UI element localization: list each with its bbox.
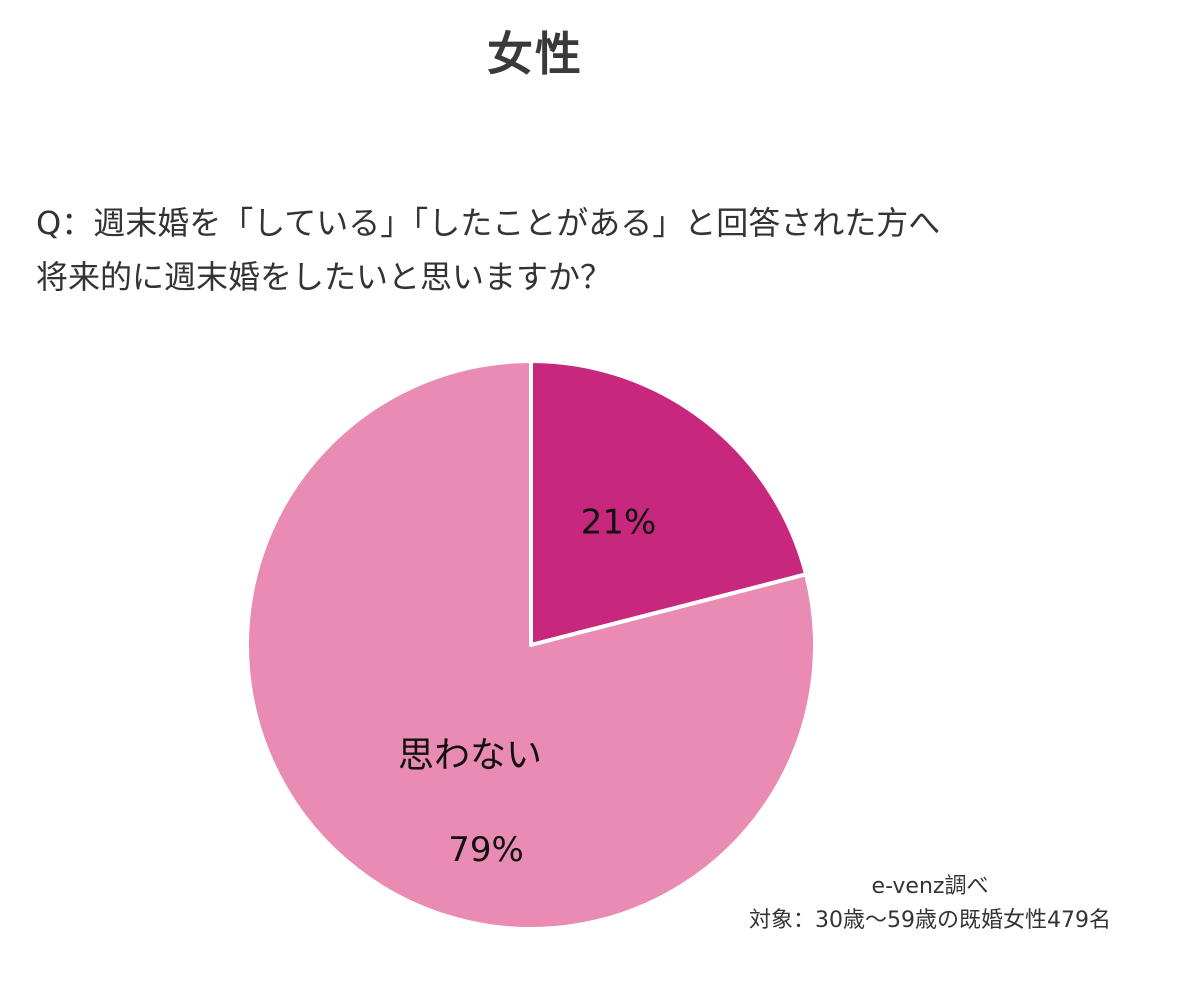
question-text: Q：週末婚を「している」「したことがある」と回答された方へ 将来的に週末婚をした… — [36, 196, 1136, 304]
slice-label-2: 思わない — [398, 735, 542, 776]
source-note: e-venz調べ 対象：30歳〜59歳の既婚女性479名 — [700, 870, 1160, 938]
slice-value-label-2: 79% — [448, 830, 524, 870]
source-line-1: e-venz調べ — [871, 874, 989, 899]
pie-labels: 21% 思わない 79% — [398, 502, 656, 870]
chart-title: 女性 — [487, 27, 583, 81]
slice-value-label-1: 21% — [581, 502, 657, 542]
pie-slices — [245, 359, 817, 931]
pie-slice-2 — [245, 359, 817, 931]
question-line-1: Q：週末婚を「している」「したことがある」と回答された方へ — [36, 204, 941, 242]
source-line-2: 対象：30歳〜59歳の既婚女性479名 — [749, 908, 1111, 933]
pie-slice-1 — [529, 359, 809, 647]
question-line-2: 将来的に週末婚をしたいと思いますか？ — [36, 258, 613, 296]
